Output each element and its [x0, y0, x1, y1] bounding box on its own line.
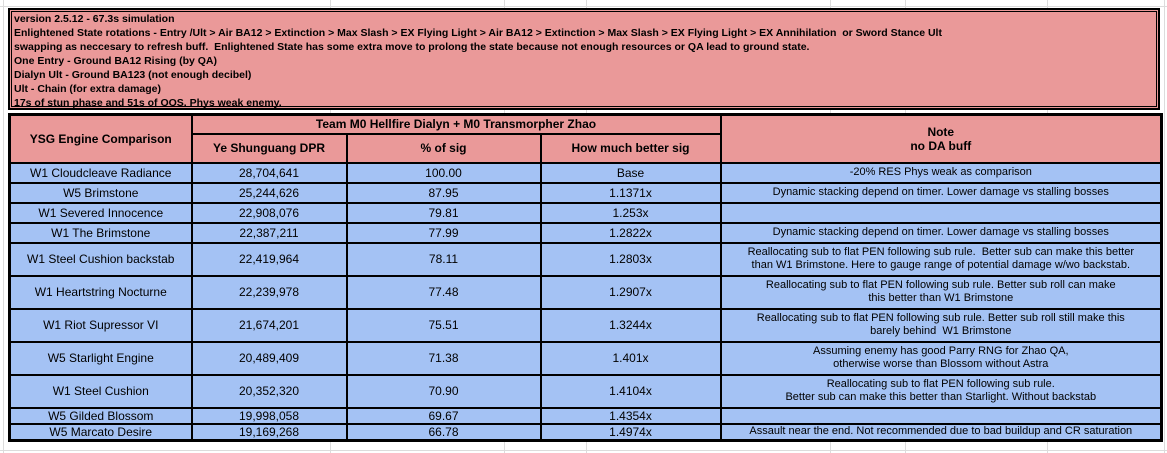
table-row: W1 Severed Innocence 22,908,076 79.81 1.253… [8, 201, 1163, 224]
info-line: swapping as neccesary to refresh buff. E… [14, 41, 810, 53]
pct-cell[interactable]: 70.90 [345, 373, 542, 409]
table-row: W1 Steel Cushion 20,352,320 70.90 1.4104x Re… [8, 373, 1163, 409]
engine-cell[interactable]: W5 Gilded Blossom [8, 406, 193, 425]
dpr-cell[interactable]: 28,704,641 [190, 161, 348, 184]
pct-cell[interactable]: 87.95 [345, 181, 542, 204]
info-line: Enlightened State rotations - Entry /Ult… [14, 27, 942, 39]
table-row: W1 Cloudcleave Radiance 28,704,641 100.00 B… [8, 161, 1163, 184]
note-cell[interactable]: Assuming enemy has good Parry RNG for Zh… [719, 340, 1163, 376]
better-cell[interactable]: 1.2822x [539, 221, 722, 244]
dpr-cell[interactable]: 22,908,076 [190, 201, 348, 224]
better-cell[interactable]: 1.401x [539, 340, 722, 376]
better-cell[interactable]: 1.4974x [539, 422, 722, 441]
info-line: version 2.5.12 - 67.3s simulation [14, 13, 175, 25]
header-note[interactable]: Note no DA buff [719, 113, 1163, 164]
engine-cell[interactable]: W1 The Brimstone [8, 221, 193, 244]
note-cell[interactable]: -20% RES Phys weak as comparison [719, 161, 1163, 184]
engine-cell[interactable]: W5 Marcato Desire [8, 422, 193, 441]
header-ysg-engine-comparison[interactable]: YSG Engine Comparison [8, 113, 193, 164]
gridline [1164, 0, 1165, 453]
dpr-cell[interactable]: 21,674,201 [190, 307, 348, 343]
gridline [0, 450, 1167, 451]
info-line: Ult - Chain (for extra damage) [14, 83, 162, 95]
note-cell[interactable] [719, 201, 1163, 224]
engine-cell[interactable]: W1 Steel Cushion backstab [8, 241, 193, 277]
header-pct-of-sig[interactable]: % of sig [345, 132, 542, 164]
note-cell[interactable]: Assault near the end. Not recommended du… [719, 422, 1163, 441]
dpr-cell[interactable]: 19,169,268 [190, 422, 348, 441]
dpr-cell[interactable]: 25,244,626 [190, 181, 348, 204]
table-row: W5 Marcato Desire 19,169,268 66.78 1.4974x A… [8, 422, 1163, 441]
note-cell[interactable]: Reallocating sub to flat PEN following s… [719, 241, 1163, 277]
comparison-table: YSG Engine Comparison Team M0 Hellfire D… [8, 113, 1164, 442]
table-subheader-row: Ye Shunguang DPR % of sig How much bette… [10, 132, 1162, 164]
better-cell[interactable]: 1.2803x [539, 241, 722, 277]
info-line: One Entry - Ground BA12 Rising (by QA) [14, 55, 218, 67]
gridline [0, 6, 1167, 7]
pct-cell[interactable]: 77.99 [345, 221, 542, 244]
note-cell[interactable]: Reallocating sub to flat PEN following s… [719, 307, 1163, 343]
header-ye-shunguang-dpr[interactable]: Ye Shunguang DPR [190, 132, 348, 164]
table-row: W5 Brimstone 25,244,626 87.95 1.1371x Dynami… [8, 181, 1163, 204]
engine-cell[interactable]: W1 Steel Cushion [8, 373, 193, 409]
better-cell[interactable]: 1.2907x [539, 274, 722, 310]
dpr-cell[interactable]: 19,998,058 [190, 406, 348, 425]
pct-cell[interactable]: 79.81 [345, 201, 542, 224]
note-cell[interactable]: Dynamic stacking depend on timer. Lower … [719, 221, 1163, 244]
note-cell[interactable] [719, 406, 1163, 425]
header-how-much-better-sig[interactable]: How much better sig [539, 132, 722, 164]
note-cell[interactable]: Reallocating sub to flat PEN following s… [719, 274, 1163, 310]
note-cell[interactable]: Reallocating sub to flat PEN following s… [719, 373, 1163, 409]
pct-cell[interactable]: 77.48 [345, 274, 542, 310]
dpr-cell[interactable]: 20,352,320 [190, 373, 348, 409]
better-cell[interactable]: 1.1371x [539, 181, 722, 204]
better-cell[interactable]: 1.4354x [539, 406, 722, 425]
info-line: Dialyn Ult - Ground BA123 (not enough de… [14, 69, 252, 81]
header-team[interactable]: Team M0 Hellfire Dialyn + M0 Transmorphe… [190, 113, 722, 135]
engine-cell[interactable]: W1 Severed Innocence [8, 201, 193, 224]
pct-cell[interactable]: 71.38 [345, 340, 542, 376]
table-row: W1 Steel Cushion backstab 22,419,964 78.11… [8, 241, 1163, 277]
better-cell[interactable]: 1.253x [539, 201, 722, 224]
dpr-cell[interactable]: 22,419,964 [190, 241, 348, 277]
dpr-cell[interactable]: 22,387,211 [190, 221, 348, 244]
better-cell[interactable]: Base [539, 161, 722, 184]
table-row: W1 Riot Supressor VI 21,674,201 75.51 1.324… [8, 307, 1163, 343]
pct-cell[interactable]: 69.67 [345, 406, 542, 425]
dpr-cell[interactable]: 22,239,978 [190, 274, 348, 310]
table-row: W5 Gilded Blossom 19,998,058 69.67 1.4354x [8, 406, 1163, 425]
info-line: 17s of stun phase and 51s of OOS. Phys w… [14, 97, 282, 109]
engine-cell[interactable]: W1 Heartstring Nocturne [8, 274, 193, 310]
gridline [3, 0, 4, 453]
info-notes-cell[interactable]: version 2.5.12 - 67.3s simulation Enligh… [8, 8, 1160, 110]
pct-cell[interactable]: 78.11 [345, 241, 542, 277]
engine-cell[interactable]: W1 Cloudcleave Radiance [8, 161, 193, 184]
table-row: W5 Starlight Engine 20,489,409 71.38 1.401x… [8, 340, 1163, 376]
pct-cell[interactable]: 100.00 [345, 161, 542, 184]
engine-cell[interactable]: W5 Starlight Engine [8, 340, 193, 376]
dpr-cell[interactable]: 20,489,409 [190, 340, 348, 376]
pct-cell[interactable]: 75.51 [345, 307, 542, 343]
table-header-row: YSG Engine Comparison Team M0 Hellfire D… [8, 113, 1163, 164]
note-cell[interactable]: Dynamic stacking depend on timer. Lower … [719, 181, 1163, 204]
better-cell[interactable]: 1.4104x [539, 373, 722, 409]
engine-cell[interactable]: W5 Brimstone [8, 181, 193, 204]
table-row: W1 The Brimstone 22,387,211 77.99 1.2822x Dy… [8, 221, 1163, 244]
engine-cell[interactable]: W1 Riot Supressor VI [8, 307, 193, 343]
table-row: W1 Heartstring Nocturne 22,239,978 77.48 1.… [8, 274, 1163, 310]
pct-cell[interactable]: 66.78 [345, 422, 542, 441]
better-cell[interactable]: 1.3244x [539, 307, 722, 343]
